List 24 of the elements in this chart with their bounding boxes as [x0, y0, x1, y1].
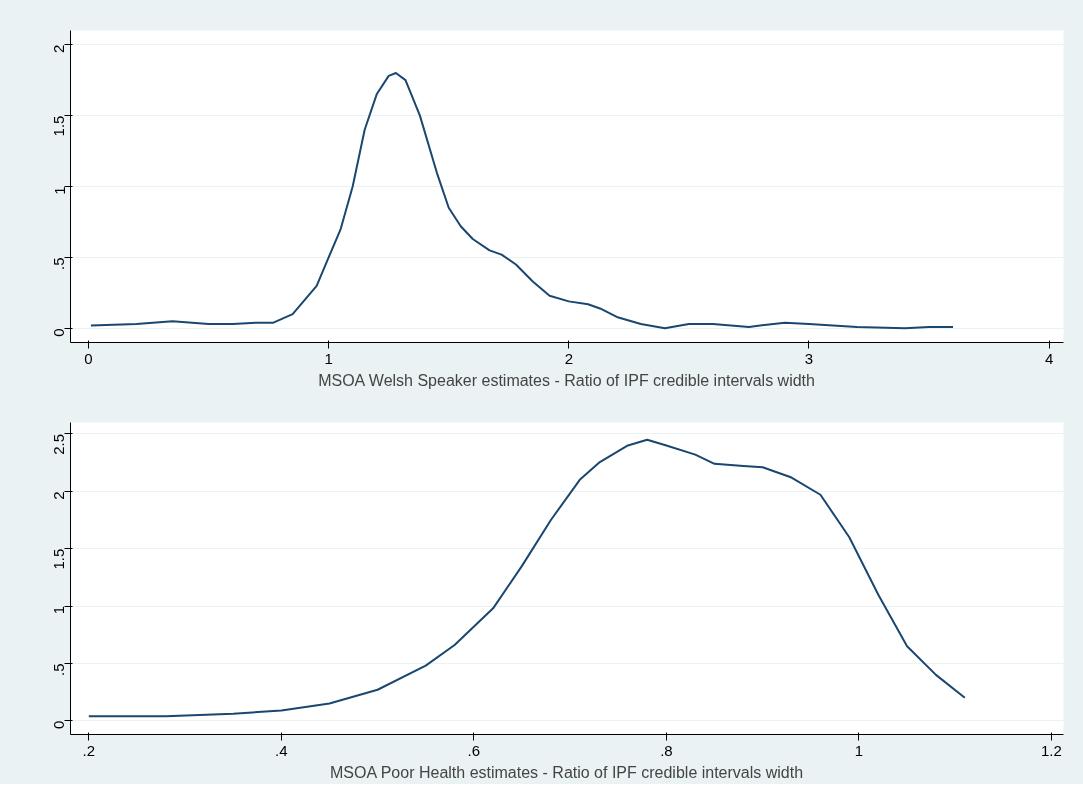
y-tick-label: .5 — [50, 257, 68, 270]
y-tick-label: 0 — [50, 720, 68, 730]
x-axis-title: MSOA Welsh Speaker estimates - Ratio of IPF credible intervals width — [318, 371, 815, 389]
y-tick-label: 1 — [50, 606, 68, 615]
x-tick-label: 0 — [84, 349, 93, 367]
x-tick-label: .2 — [82, 741, 96, 759]
x-tick-label: .4 — [275, 741, 288, 759]
x-tick-label: .6 — [467, 741, 481, 759]
x-tick-label: 4 — [1044, 349, 1054, 367]
y-tick-label: 2 — [50, 491, 68, 500]
y-tick-label: 2 — [50, 44, 68, 54]
y-tick-label: 0 — [50, 328, 68, 337]
x-tick-label: 2 — [564, 349, 573, 367]
y-tick-label: 1 — [50, 186, 68, 195]
y-tick-label: 2.5 — [50, 433, 68, 455]
y-tick-label: 1.5 — [50, 115, 68, 137]
y-tick-label: 1.5 — [50, 548, 68, 570]
x-tick-label: 1 — [324, 349, 333, 367]
x-tick-label: 1.2 — [1041, 741, 1062, 759]
x-tick-label: 3 — [804, 349, 814, 367]
x-axis-title: MSOA Poor Health estimates - Ratio of IPF credible intervals width — [330, 763, 804, 781]
y-tick-label: .5 — [50, 663, 68, 676]
x-tick-label: 1 — [854, 741, 864, 759]
x-tick-label: .8 — [660, 741, 673, 759]
